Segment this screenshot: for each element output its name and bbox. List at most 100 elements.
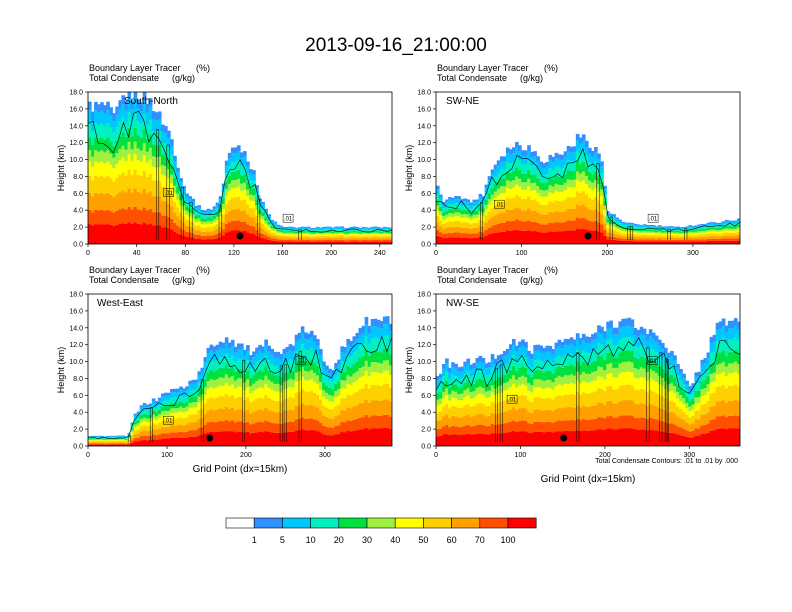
field-cell [563, 338, 568, 346]
field-cell [288, 431, 293, 446]
field-cell [358, 233, 363, 235]
field-cell [578, 394, 583, 408]
field-cell [697, 225, 702, 228]
field-cell [112, 442, 116, 444]
field-cell [615, 377, 619, 390]
field-cell [206, 381, 211, 390]
field-cell [279, 226, 284, 229]
field-cell [185, 210, 189, 215]
field-cell [597, 388, 601, 403]
field-cell [328, 401, 332, 409]
field-cell [527, 383, 531, 391]
field-cell [224, 223, 229, 233]
field-cell [481, 232, 486, 238]
field-cell [88, 192, 92, 210]
field-cell [285, 432, 290, 446]
colorbar-labels: 1 5 10 20 30 40 50 60 70 100 [252, 535, 516, 545]
field-cell [212, 352, 217, 362]
field-cell [97, 440, 101, 442]
field-cell [279, 239, 284, 242]
field-cell [388, 233, 392, 235]
field-cell [203, 227, 208, 232]
field-cell [215, 350, 220, 360]
field-cell [457, 408, 461, 418]
field-cell [121, 443, 126, 445]
field-cell [118, 160, 123, 175]
field-cell [727, 352, 732, 364]
field-cell [291, 232, 296, 235]
field-cell [466, 395, 471, 405]
field-cell [221, 183, 226, 188]
field-cell [688, 241, 692, 244]
field-cell [103, 440, 107, 442]
field-cell [718, 231, 723, 234]
field-cell [572, 160, 577, 171]
field-cell [267, 239, 271, 244]
field-cell [88, 122, 92, 138]
y-tick-label: 14.0 [69, 325, 83, 332]
field-cell [209, 218, 214, 222]
field-cell [325, 417, 329, 427]
field-cell [545, 345, 550, 352]
field-cell [346, 338, 351, 346]
colorbar-box [394, 517, 424, 529]
field-cell [679, 235, 683, 238]
field-cell [505, 411, 510, 423]
field-cell [451, 204, 455, 210]
field-cell [691, 239, 695, 242]
field-cell [667, 228, 671, 231]
field-cell [88, 175, 92, 193]
field-cell [676, 235, 680, 238]
field-cell [505, 389, 510, 400]
field-cell [364, 241, 369, 244]
condensate-contour [218, 204, 222, 240]
field-cell [584, 175, 589, 185]
field-cell [325, 226, 329, 228]
field-cell [297, 237, 302, 240]
field-cell [609, 233, 613, 237]
field-cell [664, 239, 668, 242]
field-cell [515, 148, 519, 158]
field-cell [297, 349, 302, 362]
field-cell [472, 362, 477, 368]
y-tick-label: 8.0 [73, 174, 83, 181]
field-cell [200, 400, 205, 409]
field-cell [316, 420, 320, 432]
field-cell [352, 232, 357, 234]
field-cell [194, 396, 199, 403]
panel-name: SW-NE [446, 96, 479, 107]
field-cell [612, 224, 616, 227]
field-cell [548, 177, 553, 186]
field-cell [578, 164, 583, 174]
y-tick-label: 14.0 [417, 325, 431, 332]
field-cell [334, 230, 338, 233]
field-cell [442, 363, 446, 369]
field-cell [285, 227, 290, 230]
field-cell [285, 235, 290, 238]
field-cell [442, 398, 446, 407]
field-cell [694, 372, 699, 377]
field-cell [700, 236, 705, 240]
field-cell [112, 439, 116, 441]
field-cell [594, 360, 598, 372]
field-cell [694, 239, 699, 242]
field-cell [548, 345, 553, 352]
field-cell [306, 237, 311, 240]
field-cell [606, 401, 610, 417]
field-cell [554, 421, 559, 432]
field-cell [322, 237, 326, 240]
field-cell [130, 122, 135, 137]
field-cell [484, 229, 489, 236]
field-cell [624, 223, 629, 226]
field-cell [94, 442, 98, 444]
field-cell [157, 404, 162, 410]
field-cell [654, 406, 659, 420]
field-cell [445, 371, 449, 381]
field-cell [657, 229, 662, 232]
field-cell [724, 325, 729, 333]
field-cell [694, 419, 699, 429]
field-cell [264, 223, 268, 228]
field-cell [319, 411, 323, 423]
field-cell [382, 235, 387, 238]
field-cell [633, 345, 638, 358]
